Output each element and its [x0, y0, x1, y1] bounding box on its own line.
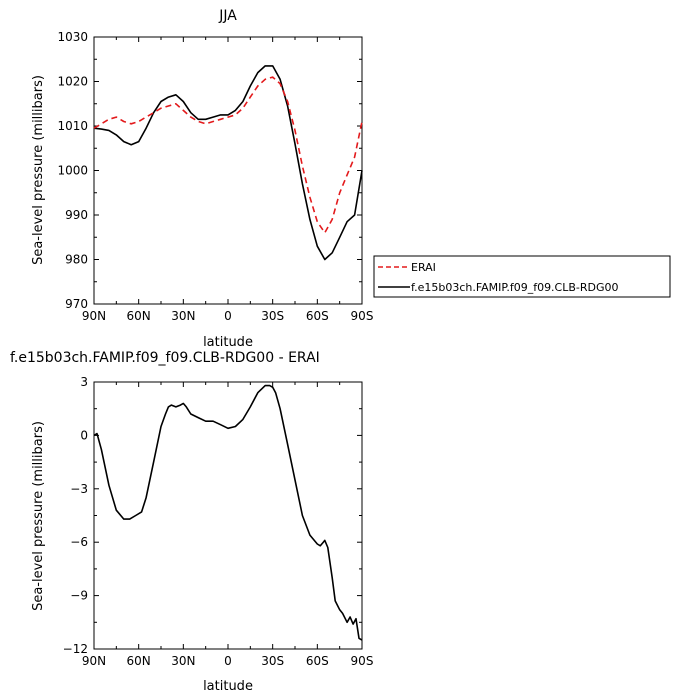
series-line-f-e15b03ch-famip-f09-f09-clb-rdg00 — [93, 65, 363, 261]
bottom-x-axis-label: latitude — [203, 679, 253, 694]
y-tick-label: 1000 — [57, 164, 88, 178]
x-tick-label: 30N — [171, 309, 195, 323]
y-tick-label: 1030 — [57, 30, 88, 44]
series-line-erai — [93, 76, 363, 234]
x-tick-label: 60S — [306, 309, 329, 323]
x-tick-label: 30S — [261, 654, 284, 668]
y-tick-label: −6 — [70, 535, 88, 549]
x-tick-label: 30S — [261, 309, 284, 323]
x-tick-label: 0 — [224, 309, 232, 323]
x-tick-label: 90S — [351, 654, 374, 668]
x-tick-label: 90S — [351, 309, 374, 323]
bottom-plot-title: f.e15b03ch.FAMIP.f09_f09.CLB-RDG00 - ERA… — [10, 350, 320, 366]
y-tick-label: 0 — [80, 428, 88, 442]
legend-label-model: f.e15b03ch.FAMIP.f09_f09.CLB-RDG00 — [411, 281, 619, 294]
top-x-axis-label: latitude — [203, 335, 253, 350]
legend-box — [373, 255, 671, 298]
legend: ERAI f.e15b03ch.FAMIP.f09_f09.CLB-RDG00 — [373, 255, 671, 298]
x-tick-label: 60N — [127, 309, 151, 323]
x-tick-label: 90N — [82, 309, 106, 323]
x-tick-label: 0 — [224, 654, 232, 668]
y-tick-label: 970 — [65, 297, 88, 311]
y-tick-label: 980 — [65, 253, 88, 267]
top-plot-title: JJA — [218, 8, 237, 24]
y-tick-label: −9 — [70, 589, 88, 603]
top-panel: JJA 90N 60N 30N 0 30S 60S 90S 970 980 990 1000 1010… — [31, 8, 671, 350]
x-tick-label: 60S — [306, 654, 329, 668]
top-plot-area: 90N 60N 30N 0 30S 60S 90S 970 980 990 1000 1010 1020… — [57, 30, 373, 323]
y-tick-label: 1010 — [57, 119, 88, 133]
y-tick-label: −12 — [63, 642, 88, 656]
bottom-y-axis-label: Sea-level pressure (millibars) — [31, 421, 46, 611]
x-tick-label: 90N — [82, 654, 106, 668]
y-tick-label: 3 — [80, 375, 88, 389]
series-line-difference — [93, 384, 363, 641]
top-y-axis-label: Sea-level pressure (millibars) — [31, 75, 46, 265]
y-tick-label: 990 — [65, 208, 88, 222]
x-tick-label: 60N — [127, 654, 151, 668]
y-tick-label: −3 — [70, 482, 88, 496]
bottom-panel: f.e15b03ch.FAMIP.f09_f09.CLB-RDG00 - ERA… — [10, 350, 373, 694]
legend-label-erai: ERAI — [411, 261, 436, 274]
bottom-plot-area: 90N 60N 30N 0 30S 60S 90S −12 −9 −6 −3 0 3 — [63, 375, 374, 668]
plot-frame — [93, 36, 363, 305]
y-tick-label: 1020 — [57, 75, 88, 89]
x-tick-label: 30N — [171, 654, 195, 668]
